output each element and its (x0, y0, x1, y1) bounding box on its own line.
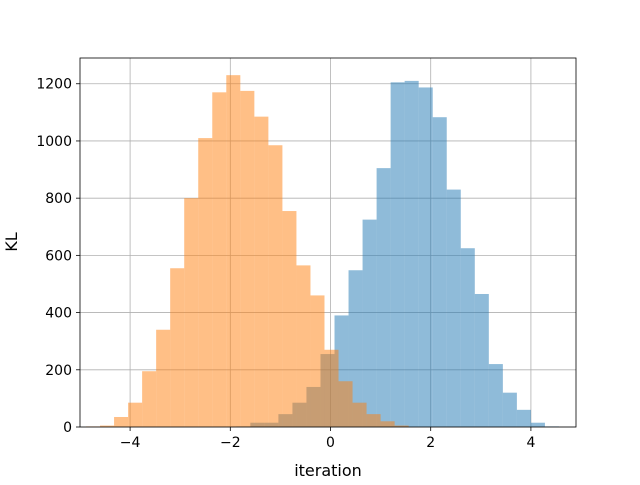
ticks-layer: −4 −2 0 2 4 0 200 400 600 800 1000 1200 (36, 77, 535, 451)
x-tick-label: 4 (526, 435, 535, 451)
histogram-bar-series-1 (530, 422, 545, 427)
y-axis-title: KL (2, 232, 21, 251)
histogram-bar-series-2 (170, 268, 185, 427)
x-tick-label: −2 (220, 435, 241, 451)
y-tick-label: 200 (45, 363, 72, 379)
histogram-bar-series-2 (142, 371, 157, 427)
histogram-bar-series-2 (156, 329, 171, 427)
histogram-bar-series-1 (390, 82, 405, 427)
x-tick-label: −4 (120, 435, 141, 451)
histogram-bar-series-2 (324, 349, 339, 427)
histogram-bar-series-1 (488, 364, 503, 427)
histogram-bar-series-1 (432, 117, 447, 428)
histogram-bar-series-2 (310, 295, 325, 427)
y-tick-label: 0 (63, 420, 72, 436)
y-tick-label: 600 (45, 248, 72, 264)
x-axis-title: iteration (294, 461, 362, 480)
histogram-bar-series-1 (376, 168, 391, 427)
x-tick-label: 0 (326, 435, 335, 451)
histogram-bar-series-1 (404, 80, 419, 427)
histogram-bar-series-1 (418, 87, 433, 427)
y-tick-label: 1000 (36, 134, 72, 150)
histogram-bar-series-1 (516, 409, 531, 427)
histogram-bar-series-2 (184, 198, 199, 427)
histogram-bar-series-2 (128, 402, 143, 427)
histogram-bar-series-2 (394, 425, 409, 427)
histogram-bar-series-2 (254, 116, 269, 428)
histogram-bar-series-2 (226, 75, 241, 428)
histogram-bar-series-1 (502, 392, 517, 427)
x-tick-label: 2 (426, 435, 435, 451)
histogram-bar-series-2 (100, 425, 115, 427)
histogram-bar-series-2 (240, 90, 255, 427)
histogram-bar-series-2 (296, 265, 311, 427)
histogram-bar-series-2 (198, 138, 213, 427)
histogram-bar-series-2 (114, 416, 129, 427)
histogram-bar-series-2 (338, 381, 353, 427)
histogram-bar-series-1 (362, 219, 377, 427)
histogram-bar-series-1 (446, 189, 461, 427)
bars-layer (86, 75, 559, 428)
histogram-bar-series-1 (460, 248, 475, 427)
y-tick-label: 800 (45, 191, 72, 207)
histogram-bar-series-2 (352, 402, 367, 427)
histogram-bar-series-2 (380, 421, 395, 427)
y-tick-label: 1200 (36, 77, 72, 93)
histogram-bar-series-2 (366, 414, 381, 427)
histogram-bar-series-2 (282, 211, 297, 427)
histogram-bar-series-2 (268, 145, 283, 427)
plot-frame (79, 57, 577, 428)
histogram-bar-series-2 (212, 92, 227, 427)
histogram-bar-series-1 (474, 293, 489, 427)
y-tick-label: 400 (45, 306, 72, 322)
